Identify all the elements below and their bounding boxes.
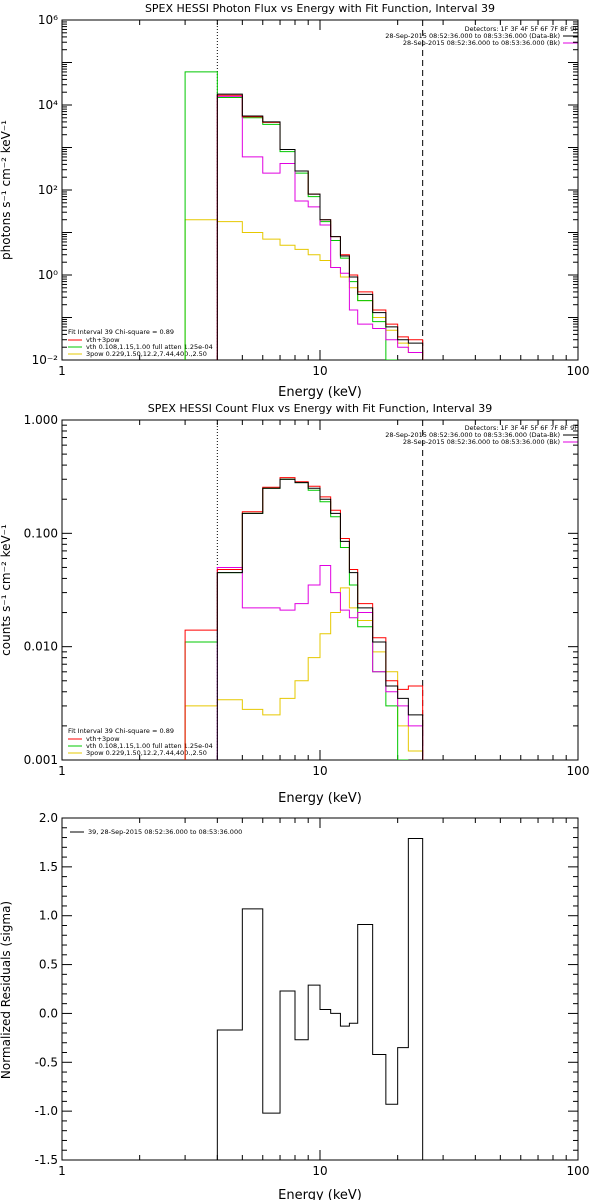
x-axis-label: Energy (keV) [278, 791, 362, 806]
y-tick-label: 1.5 [39, 860, 58, 874]
panel-title: SPEX HESSI Photon Flux vs Energy with Fi… [145, 2, 495, 15]
y-axis-label: Normalized Residuals (sigma) [0, 901, 13, 1079]
count-flux-panel: SPEX HESSI Count Flux vs Energy with Fit… [0, 402, 589, 806]
y-tick-label: 0.0 [39, 1006, 58, 1020]
y-tick-label: -1.5 [35, 1153, 58, 1167]
y-tick-label: 10⁻² [32, 353, 59, 367]
x-tick-label: 1 [58, 764, 66, 778]
series-yellow [184, 587, 424, 760]
x-axis-label: Energy (keV) [278, 385, 362, 400]
legend-fit-interval: Fit Interval 39 Chi-square = 0.89 [68, 328, 174, 336]
y-tick-label: 1.0 [39, 909, 58, 923]
legend-3pow: 3pow 0.229,1.50,12.2,7.44,400.,2.50 [86, 350, 207, 358]
y-tick-label: 10² [38, 183, 58, 197]
y-tick-label: 0.100 [24, 526, 58, 540]
legend-interval: 39, 28-Sep-2015 08:52:36.000 to 08:53:36… [88, 828, 242, 836]
series-red [184, 477, 424, 760]
plot-frame [61, 19, 579, 361]
x-tick-label: 10 [312, 364, 327, 378]
y-tick-label: -0.5 [35, 1055, 58, 1069]
panel-title: SPEX HESSI Count Flux vs Energy with Fit… [148, 402, 492, 415]
x-tick-label: 10 [312, 1164, 327, 1178]
legend-detectors: Detectors: 1F 3F 4F 5F 6F 7F 8F 9F [465, 424, 579, 432]
legend-fit-interval: Fit Interval 39 Chi-square = 0.89 [68, 727, 174, 735]
y-axis-label: photons s⁻¹ cm⁻² keV⁻¹ [0, 120, 13, 260]
y-tick-label: 0.001 [24, 753, 58, 767]
series-yellow [184, 219, 424, 360]
series-magenta [216, 95, 424, 360]
legend-data-bk: 28-Sep-2015 08:52:36.000 to 08:53:36.000… [385, 32, 560, 40]
y-tick-label: 0.010 [24, 640, 58, 654]
legend-bk: 28-Sep-2015 08:52:36.000 to 08:53:36.000… [403, 39, 560, 47]
x-tick-label: 100 [567, 1164, 590, 1178]
legend-total: vth+3pow [86, 336, 120, 344]
x-tick-label: 10 [312, 764, 327, 778]
legend-total: vth+3pow [86, 735, 120, 743]
series-black [216, 478, 424, 760]
x-tick-label: 1 [58, 364, 66, 378]
y-tick-label: 10⁴ [38, 98, 58, 112]
x-tick-label: 100 [567, 364, 590, 378]
series-black [216, 838, 424, 1160]
y-tick-label: 10⁰ [38, 268, 58, 282]
series-red [216, 94, 424, 360]
legend-data-bk: 28-Sep-2015 08:52:36.000 to 08:53:36.000… [385, 431, 560, 439]
legend-detectors: Detectors: 1F 3F 4F 5F 6F 7F 8F 9F [465, 25, 579, 33]
x-tick-label: 100 [567, 764, 590, 778]
x-tick-label: 1 [58, 1164, 66, 1178]
y-tick-label: 1.000 [24, 413, 58, 427]
x-axis-label: Energy (keV) [278, 1188, 362, 1200]
y-axis-label: counts s⁻¹ cm⁻² keV⁻¹ [0, 524, 13, 656]
residuals-panel: Energy (keV) Normalized Residuals (sigma… [0, 811, 589, 1200]
y-tick-label: 2.0 [39, 811, 58, 825]
legend-vth: vth 0.108,1.15,1.00 full atten 1.25e-04 [86, 742, 213, 750]
y-tick-label: -1.0 [35, 1104, 58, 1118]
series-black [216, 93, 424, 360]
y-tick-label: 0.5 [39, 958, 58, 972]
series-green [184, 478, 409, 760]
plot-frame [61, 419, 579, 761]
legend-bk: 28-Sep-2015 08:52:36.000 to 08:53:36.000… [403, 438, 560, 446]
y-tick-label: 10⁶ [38, 13, 58, 27]
legend-3pow: 3pow 0.229,1.50,12.2,7.44,400.,2.50 [86, 749, 207, 757]
photon-flux-panel: SPEX HESSI Photon Flux vs Energy with Fi… [0, 2, 589, 400]
series-magenta [216, 565, 424, 760]
legend-vth: vth 0.108,1.15,1.00 full atten 1.25e-04 [86, 343, 213, 351]
